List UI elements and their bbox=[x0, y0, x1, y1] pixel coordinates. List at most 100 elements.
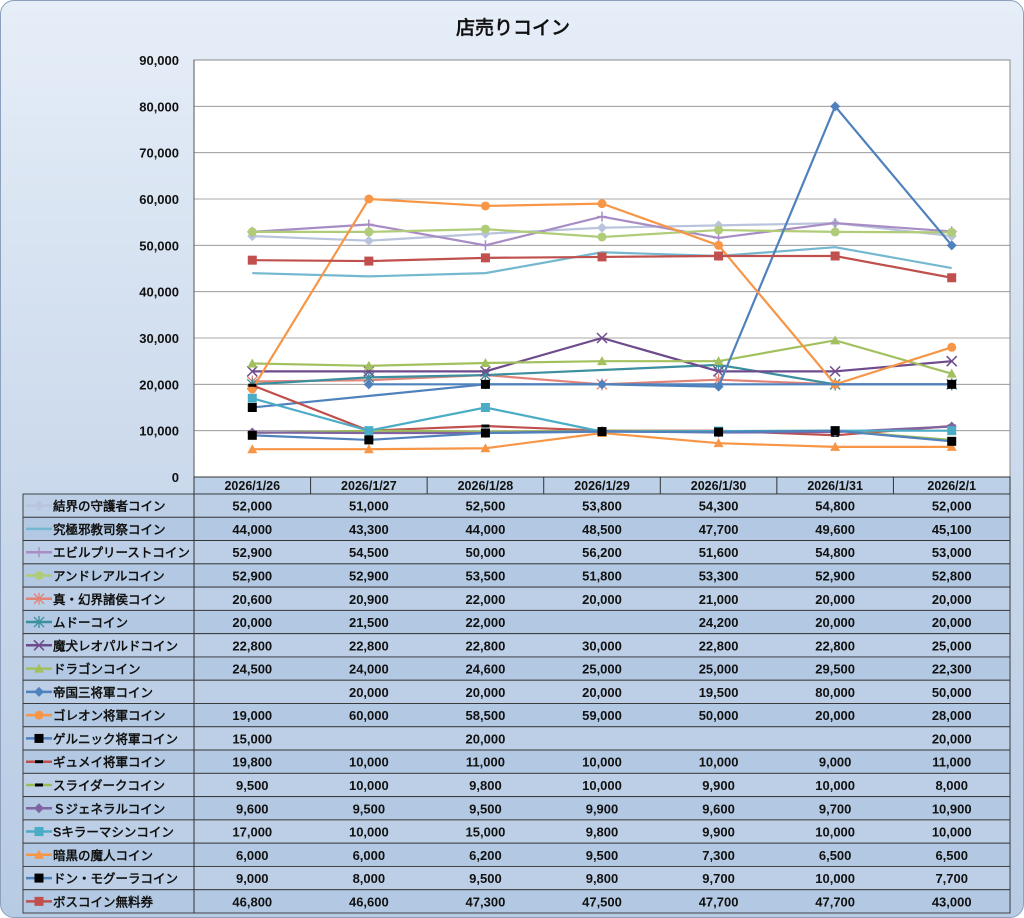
data-value: 54,500 bbox=[349, 545, 389, 560]
data-value: 59,000 bbox=[582, 708, 622, 723]
table-row bbox=[22, 749, 1011, 774]
data-point bbox=[34, 547, 44, 558]
data-point bbox=[830, 251, 840, 261]
x-tick-label: 2026/1/31 bbox=[807, 479, 863, 493]
data-value: 10,000 bbox=[815, 871, 855, 886]
data-value: 54,300 bbox=[699, 499, 739, 514]
data-value: 6,500 bbox=[819, 848, 852, 863]
data-value: 20,000 bbox=[932, 731, 972, 746]
data-point bbox=[34, 733, 44, 743]
data-point bbox=[714, 225, 724, 235]
data-value: 9,500 bbox=[236, 778, 269, 793]
data-point bbox=[34, 827, 44, 837]
data-point bbox=[364, 227, 374, 237]
data-value: 24,200 bbox=[699, 615, 739, 630]
data-value: 22,000 bbox=[466, 615, 506, 630]
legend-key bbox=[26, 873, 52, 883]
data-point bbox=[597, 211, 607, 222]
data-point bbox=[830, 335, 841, 345]
data-value: 53,300 bbox=[699, 568, 739, 583]
data-value: 6,200 bbox=[469, 848, 502, 863]
table-row bbox=[22, 516, 1011, 542]
legend-key bbox=[26, 547, 52, 558]
series-4 bbox=[247, 224, 957, 242]
series-line bbox=[252, 246, 952, 278]
data-value: 17,000 bbox=[232, 825, 272, 840]
data-value: 24,600 bbox=[466, 662, 506, 677]
data-value: 20,000 bbox=[582, 592, 622, 607]
data-point bbox=[830, 101, 841, 112]
legend-key bbox=[26, 733, 52, 743]
data-value: 52,900 bbox=[349, 568, 389, 583]
data-value: 21,000 bbox=[699, 592, 739, 607]
series-17 bbox=[247, 426, 957, 446]
data-point bbox=[480, 428, 490, 438]
data-value: 20,000 bbox=[932, 615, 972, 630]
data-point bbox=[34, 500, 44, 511]
data-value: 10,000 bbox=[582, 778, 622, 793]
data-point bbox=[363, 379, 374, 390]
table-row bbox=[22, 703, 1011, 728]
data-point bbox=[946, 441, 957, 451]
data-point bbox=[597, 252, 607, 262]
data-point bbox=[714, 427, 724, 437]
data-point bbox=[480, 403, 490, 412]
data-value: 9,000 bbox=[819, 755, 852, 770]
x-tick-label: 2026/1/26 bbox=[224, 479, 280, 493]
table-row bbox=[22, 796, 1011, 821]
data-point bbox=[597, 199, 607, 209]
y-tick-label: 20,000 bbox=[139, 377, 179, 392]
data-value: 19,500 bbox=[699, 685, 739, 700]
data-point bbox=[597, 427, 607, 437]
legend-key bbox=[26, 686, 52, 697]
data-value: 9,000 bbox=[236, 871, 269, 886]
table-row bbox=[22, 563, 1011, 588]
series-label: ボスコイン無料券 bbox=[53, 894, 154, 909]
data-point bbox=[829, 365, 841, 377]
data-value: 20,000 bbox=[582, 685, 622, 700]
data-value: 20,600 bbox=[232, 592, 272, 607]
data-value: 25,000 bbox=[582, 662, 622, 677]
data-value: 9,900 bbox=[702, 825, 735, 840]
y-tick-label: 30,000 bbox=[139, 331, 179, 346]
legend-key bbox=[26, 500, 52, 511]
data-value: 24,500 bbox=[232, 662, 272, 677]
y-tick-label: 90,000 bbox=[139, 53, 179, 68]
series-label: 究極邪教司祭コイン bbox=[53, 522, 166, 537]
data-point bbox=[364, 435, 374, 445]
data-point bbox=[364, 426, 374, 436]
data-point bbox=[35, 783, 43, 787]
data-value: 56,200 bbox=[582, 545, 622, 560]
data-value: 15,000 bbox=[466, 825, 506, 840]
data-value: 9,700 bbox=[819, 801, 852, 816]
data-point bbox=[34, 896, 44, 906]
data-point bbox=[247, 255, 257, 265]
data-value: 9,800 bbox=[586, 825, 619, 840]
data-value: 10,000 bbox=[349, 755, 389, 770]
data-value: 10,000 bbox=[815, 825, 855, 840]
data-value: 10,000 bbox=[815, 778, 855, 793]
series-label: ドラゴンコイン bbox=[53, 662, 141, 677]
data-value: 11,000 bbox=[466, 755, 505, 770]
data-value: 51,600 bbox=[699, 545, 739, 560]
legend-key bbox=[26, 783, 52, 787]
data-value: 9,500 bbox=[353, 801, 386, 816]
series-18 bbox=[247, 251, 957, 283]
y-tick-label: 50,000 bbox=[139, 238, 179, 253]
data-value: 6,000 bbox=[236, 848, 269, 863]
data-value: 46,600 bbox=[349, 894, 389, 909]
series-label: ゲルニック将軍コイン bbox=[53, 731, 178, 746]
data-value: 52,900 bbox=[232, 545, 272, 560]
data-point bbox=[830, 426, 840, 436]
data-value: 47,500 bbox=[582, 894, 622, 909]
data-value: 20,000 bbox=[466, 685, 506, 700]
data-value: 6,000 bbox=[353, 848, 386, 863]
data-point bbox=[479, 365, 491, 377]
data-point bbox=[480, 240, 491, 251]
x-tick-label: 2026/1/27 bbox=[341, 479, 397, 493]
data-point bbox=[713, 438, 724, 448]
data-point bbox=[480, 443, 491, 453]
data-value: 10,000 bbox=[582, 755, 622, 770]
